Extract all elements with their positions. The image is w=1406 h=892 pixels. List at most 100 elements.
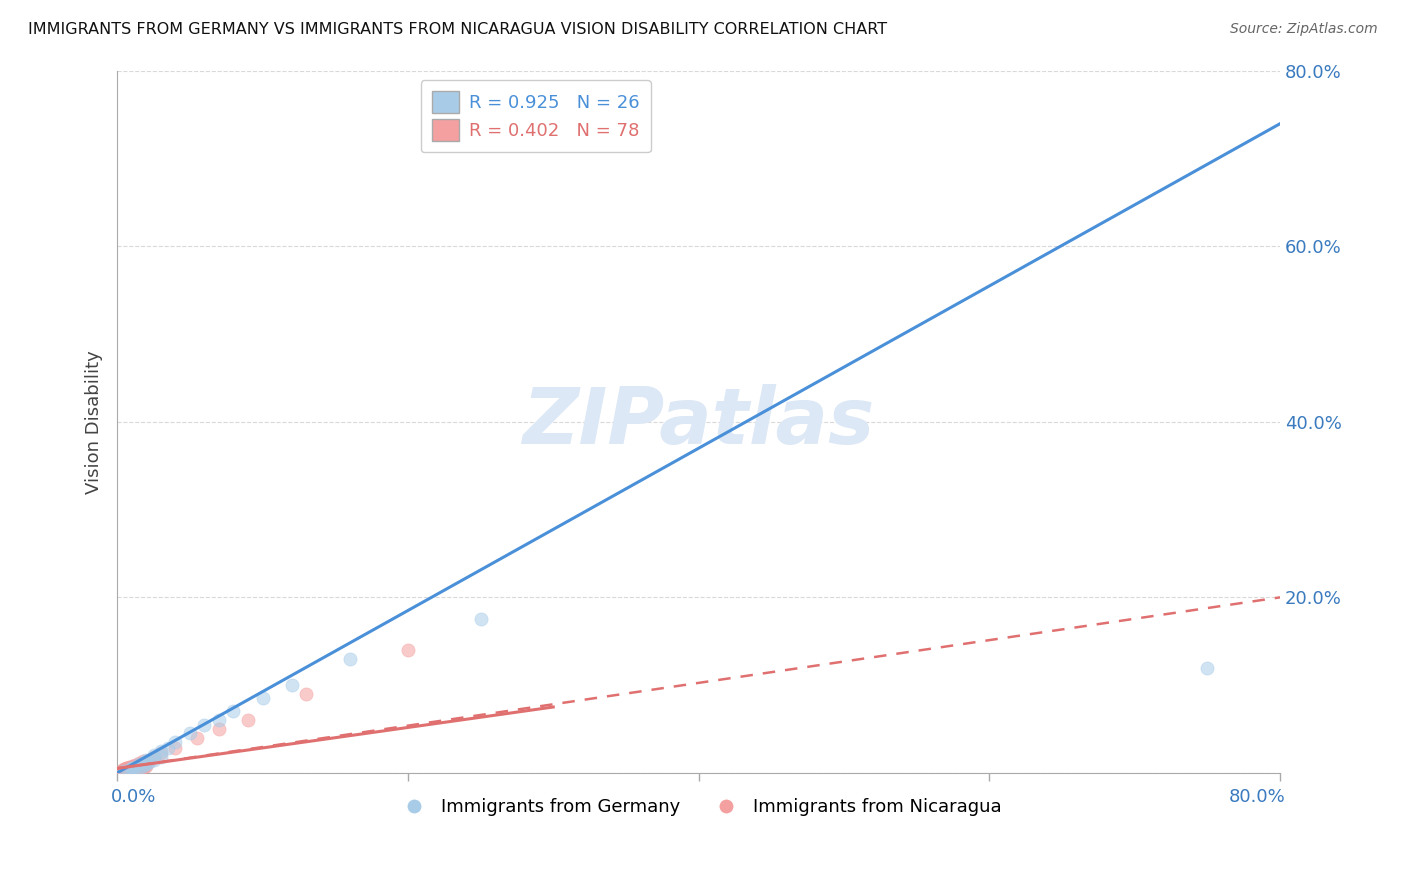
Point — [110, 764, 132, 778]
Point — [114, 764, 136, 778]
Point — [121, 759, 143, 773]
Point — [110, 764, 132, 778]
Point — [470, 612, 492, 626]
Point — [127, 758, 149, 772]
Point — [131, 759, 153, 773]
Point — [236, 713, 259, 727]
Point — [124, 762, 146, 776]
Point — [121, 759, 143, 773]
Text: 0.0%: 0.0% — [111, 789, 156, 806]
Point — [114, 762, 136, 776]
Point — [127, 761, 149, 775]
Point — [208, 713, 231, 727]
Point — [124, 761, 146, 775]
Point — [121, 760, 143, 774]
Point — [120, 763, 142, 777]
Point — [135, 757, 157, 772]
Point — [117, 764, 139, 778]
Point — [142, 753, 165, 767]
Point — [179, 726, 201, 740]
Point — [125, 760, 148, 774]
Point — [118, 761, 141, 775]
Text: Source: ZipAtlas.com: Source: ZipAtlas.com — [1230, 22, 1378, 37]
Point — [1197, 660, 1219, 674]
Point — [135, 758, 157, 772]
Point — [114, 763, 136, 777]
Point — [121, 763, 143, 777]
Point — [115, 764, 138, 778]
Point — [111, 763, 134, 777]
Text: ZIPatlas: ZIPatlas — [523, 384, 875, 460]
Point — [114, 764, 136, 778]
Point — [149, 747, 172, 761]
Point — [129, 757, 152, 772]
Point — [118, 763, 141, 777]
Point — [122, 762, 145, 776]
Point — [138, 753, 160, 767]
Point — [120, 759, 142, 773]
Point — [118, 763, 141, 777]
Point — [108, 764, 131, 779]
Point — [132, 755, 155, 769]
Point — [111, 763, 134, 777]
Point — [295, 687, 318, 701]
Point — [132, 759, 155, 773]
Point — [280, 678, 302, 692]
Point — [118, 761, 141, 775]
Point — [396, 643, 419, 657]
Point — [121, 761, 143, 775]
Point — [125, 758, 148, 772]
Point — [122, 761, 145, 775]
Point — [138, 756, 160, 770]
Point — [118, 760, 141, 774]
Point — [115, 762, 138, 776]
Point — [115, 763, 138, 777]
Point — [222, 705, 245, 719]
Point — [114, 762, 136, 776]
Point — [149, 750, 172, 764]
Y-axis label: Vision Disability: Vision Disability — [86, 350, 103, 494]
Point — [120, 760, 142, 774]
Point — [121, 762, 143, 776]
Point — [252, 691, 274, 706]
Point — [115, 762, 138, 776]
Point — [120, 761, 142, 775]
Point — [121, 758, 143, 772]
Point — [128, 760, 150, 774]
Point — [117, 761, 139, 775]
Text: 80.0%: 80.0% — [1229, 789, 1286, 806]
Point — [129, 760, 152, 774]
Point — [114, 763, 136, 777]
Point — [117, 761, 139, 775]
Point — [157, 741, 180, 756]
Point — [121, 761, 143, 775]
Point — [134, 758, 156, 772]
Point — [128, 760, 150, 774]
Point — [339, 652, 361, 666]
Point — [111, 764, 134, 778]
Point — [115, 761, 138, 775]
Point — [142, 750, 165, 764]
Point — [117, 763, 139, 777]
Point — [111, 763, 134, 777]
Point — [165, 735, 187, 749]
Point — [165, 741, 187, 756]
Point — [125, 761, 148, 775]
Point — [135, 753, 157, 767]
Point — [120, 762, 142, 776]
Point — [122, 759, 145, 773]
Point — [122, 760, 145, 774]
Point — [124, 759, 146, 773]
Point — [117, 761, 139, 775]
Point — [142, 748, 165, 763]
Point — [128, 756, 150, 771]
Text: IMMIGRANTS FROM GERMANY VS IMMIGRANTS FROM NICARAGUA VISION DISABILITY CORRELATI: IMMIGRANTS FROM GERMANY VS IMMIGRANTS FR… — [28, 22, 887, 37]
Point — [193, 717, 215, 731]
Point — [110, 764, 132, 778]
Point — [124, 758, 146, 772]
Point — [128, 757, 150, 772]
Point — [114, 763, 136, 777]
Point — [120, 760, 142, 774]
Point — [124, 758, 146, 772]
Point — [121, 761, 143, 775]
